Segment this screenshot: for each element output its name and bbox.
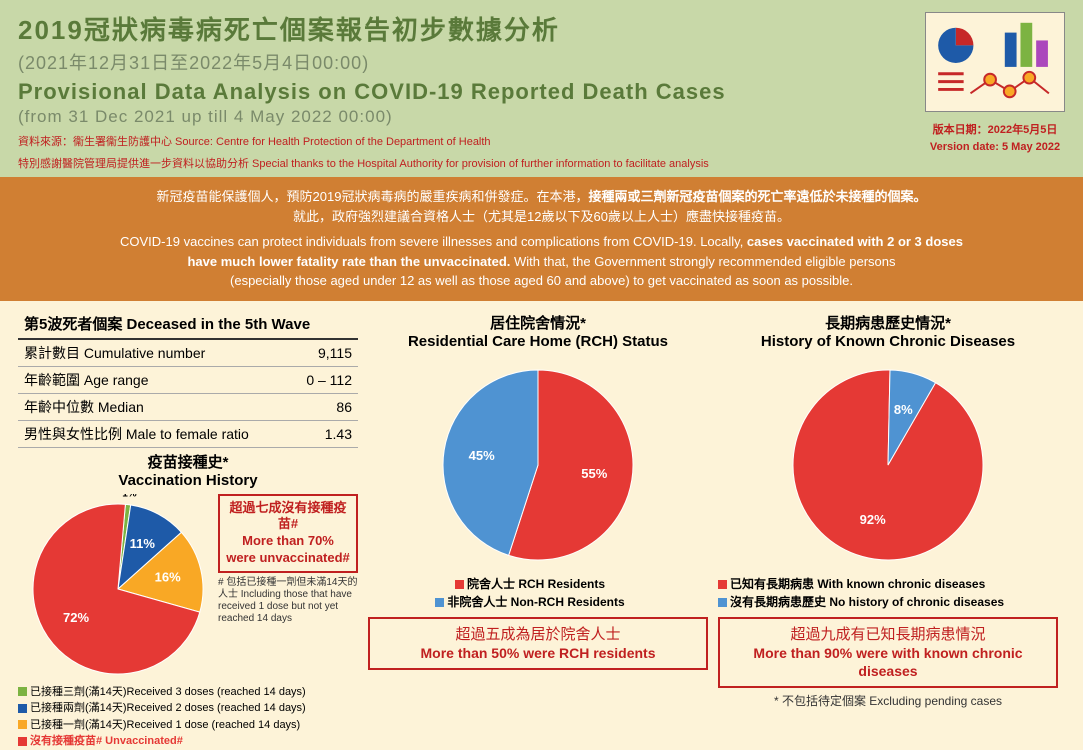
banner-zh-2: 就此，政府強烈建議合資格人士（尤其是12歲以下及60歲以上人士）應盡快接種疫苗。 bbox=[293, 209, 790, 224]
svg-text:92%: 92% bbox=[860, 511, 886, 526]
column-mid: 居住院舍情況* Residential Care Home (RCH) Stat… bbox=[368, 309, 708, 750]
rch-callout: 超過五成為居於院舍人士 More than 50% were RCH resid… bbox=[368, 617, 708, 671]
table-row: 年齡範圍 Age range0 – 112 bbox=[18, 366, 358, 393]
vax-callout-zh: 超過七成沒有接種疫苗# bbox=[229, 500, 346, 532]
title-date-en: (from 31 Dec 2021 up till 4 May 2022 00:… bbox=[18, 107, 1065, 127]
rch-callout-zh: 超過五成為居於院舍人士 bbox=[455, 626, 620, 643]
chronic-chart-title-en: History of Known Chronic Diseases bbox=[761, 333, 1015, 350]
header: 2019冠狀病毒病死亡個案報告初步數據分析 (2021年12月31日至2022年… bbox=[0, 0, 1083, 177]
chronic-callout-zh: 超過九成有已知長期病患情況 bbox=[790, 626, 985, 643]
svg-text:8%: 8% bbox=[894, 402, 913, 417]
vax-chart-title: 疫苗接種史* Vaccination History bbox=[18, 454, 358, 490]
legend-item: 非院舍人士 Non-RCH Residents bbox=[435, 595, 624, 609]
stat-label: 男性與女性比例 Male to female ratio bbox=[18, 420, 291, 447]
vax-chart-title-zh: 疫苗接種史* bbox=[148, 454, 229, 471]
stat-label: 年齡中位數 Median bbox=[18, 393, 291, 420]
vax-legend: 已接種三劑(滿14天)Received 3 doses (reached 14 … bbox=[18, 684, 358, 750]
legend-item: 沒有長期病患歷史 No history of chronic diseases bbox=[718, 593, 1058, 611]
svg-text:55%: 55% bbox=[581, 465, 607, 480]
legend-item: 院舍人士 RCH Residents bbox=[455, 577, 605, 591]
chronic-legend: 已知有長期病患 With known chronic diseases沒有長期病… bbox=[718, 575, 1058, 611]
chronic-callout-en: More than 90% were with known chronic di… bbox=[753, 645, 1022, 679]
rch-chart-title-en: Residential Care Home (RCH) Status bbox=[408, 333, 668, 350]
banner-en-2b: have much lower fatality rate than the u… bbox=[187, 254, 510, 269]
chronic-callout: 超過九成有已知長期病患情況 More than 90% were with kn… bbox=[718, 617, 1058, 689]
banner-en-1b: cases vaccinated with 2 or 3 doses bbox=[747, 234, 963, 249]
source-line-2: 特別感謝醫院管理局提供進一步資料以協助分析 Special thanks to … bbox=[18, 155, 1065, 171]
svg-text:11%: 11% bbox=[130, 536, 156, 551]
svg-text:16%: 16% bbox=[155, 569, 181, 584]
legend-item: 已接種一劑(滿14天)Received 1 dose (reached 14 d… bbox=[18, 717, 358, 734]
chronic-chart-title-zh: 長期病患歷史情況* bbox=[825, 315, 951, 332]
rch-chart-title-zh: 居住院舍情況* bbox=[490, 315, 586, 332]
legend-item: 沒有接種疫苗# Unvaccinated# bbox=[18, 733, 358, 750]
svg-text:45%: 45% bbox=[469, 448, 495, 463]
stat-value: 9,115 bbox=[291, 339, 358, 367]
stat-label: 累計數目 Cumulative number bbox=[18, 339, 291, 367]
content: 第5波死者個案 Deceased in the 5th Wave 累計數目 Cu… bbox=[0, 301, 1083, 750]
rch-chart-title: 居住院舍情況* Residential Care Home (RCH) Stat… bbox=[368, 315, 708, 351]
table-row: 年齡中位數 Median86 bbox=[18, 393, 358, 420]
rch-callout-en: More than 50% were RCH residents bbox=[421, 645, 656, 661]
source-line-1: 資料來源：衞生署衞生防護中心 Source: Centre for Health… bbox=[18, 133, 1065, 149]
banner-zh-1: 新冠疫苗能保護個人，預防2019冠狀病毒病的嚴重疾病和併發症。在本港， bbox=[157, 189, 589, 204]
vax-pie-chart: 1% 11% 16% 72% bbox=[18, 494, 218, 684]
rch-legend: 院舍人士 RCH Residents 非院舍人士 Non-RCH Resident… bbox=[368, 575, 708, 611]
stat-value: 1.43 bbox=[291, 420, 358, 447]
vax-pie-wrap: 1% 11% 16% 72% 超過七成沒有接種疫苗# More than 70% we… bbox=[18, 494, 358, 684]
legend-item: 已知有長期病患 With known chronic diseases bbox=[718, 575, 1058, 593]
vax-callout: 超過七成沒有接種疫苗# More than 70% were unvaccina… bbox=[218, 494, 358, 574]
title-en: Provisional Data Analysis on COVID-19 Re… bbox=[18, 79, 1065, 105]
column-left: 第5波死者個案 Deceased in the 5th Wave 累計數目 Cu… bbox=[18, 309, 358, 750]
rch-pie-chart: 55% 45% bbox=[408, 355, 668, 575]
column-right: 長期病患歷史情況* History of Known Chronic Disea… bbox=[718, 309, 1058, 750]
logo-box: 版本日期：2022年5月5日 Version date: 5 May 2022 bbox=[925, 12, 1065, 153]
vax-chart-title-en: Vaccination History bbox=[118, 472, 257, 489]
vax-callout-en: More than 70% were unvaccinated# bbox=[226, 533, 350, 565]
banner-zh-1b: 接種兩或三劑新冠疫苗個案的死亡率遠低於未接種的個案。 bbox=[588, 189, 926, 204]
stats-header: 第5波死者個案 Deceased in the 5th Wave bbox=[18, 309, 358, 339]
stat-value: 86 bbox=[291, 393, 358, 420]
table-row: 男性與女性比例 Male to female ratio1.43 bbox=[18, 420, 358, 447]
chronic-pie-chart: 92% 8% bbox=[758, 355, 1018, 575]
version-zh: 版本日期：2022年5月5日 bbox=[925, 121, 1065, 137]
legend-item: 已接種兩劑(滿14天)Received 2 doses (reached 14 … bbox=[18, 700, 358, 717]
exclude-note: * 不包括待定個案 Excluding pending cases bbox=[718, 692, 1058, 709]
table-row: 累計數目 Cumulative number9,115 bbox=[18, 339, 358, 367]
legend-item: 已接種三劑(滿14天)Received 3 doses (reached 14 … bbox=[18, 684, 358, 701]
title-date-zh: (2021年12月31日至2022年5月4日00:00) bbox=[18, 49, 1065, 75]
banner-en-2: With that, the Government strongly recom… bbox=[510, 254, 895, 269]
stat-label: 年齡範圍 Age range bbox=[18, 366, 291, 393]
vax-footnote: # 包括已接種一劑但未滿14天的人士 Including those that … bbox=[218, 577, 358, 625]
version-en: Version date: 5 May 2022 bbox=[925, 141, 1065, 153]
banner-en-3: (especially those aged under 12 as well … bbox=[230, 273, 853, 288]
info-banner: 新冠疫苗能保護個人，預防2019冠狀病毒病的嚴重疾病和併發症。在本港，接種兩或三… bbox=[0, 177, 1083, 301]
chronic-chart-title: 長期病患歷史情況* History of Known Chronic Disea… bbox=[718, 315, 1058, 351]
title-zh: 2019冠狀病毒病死亡個案報告初步數據分析 bbox=[18, 10, 1065, 47]
stat-value: 0 – 112 bbox=[291, 366, 358, 393]
svg-text:1%: 1% bbox=[122, 494, 137, 500]
svg-text:72%: 72% bbox=[63, 609, 89, 624]
chart-icon bbox=[925, 12, 1065, 112]
banner-en-1: COVID-19 vaccines can protect individual… bbox=[120, 234, 747, 249]
stats-table: 第5波死者個案 Deceased in the 5th Wave 累計數目 Cu… bbox=[18, 309, 358, 448]
